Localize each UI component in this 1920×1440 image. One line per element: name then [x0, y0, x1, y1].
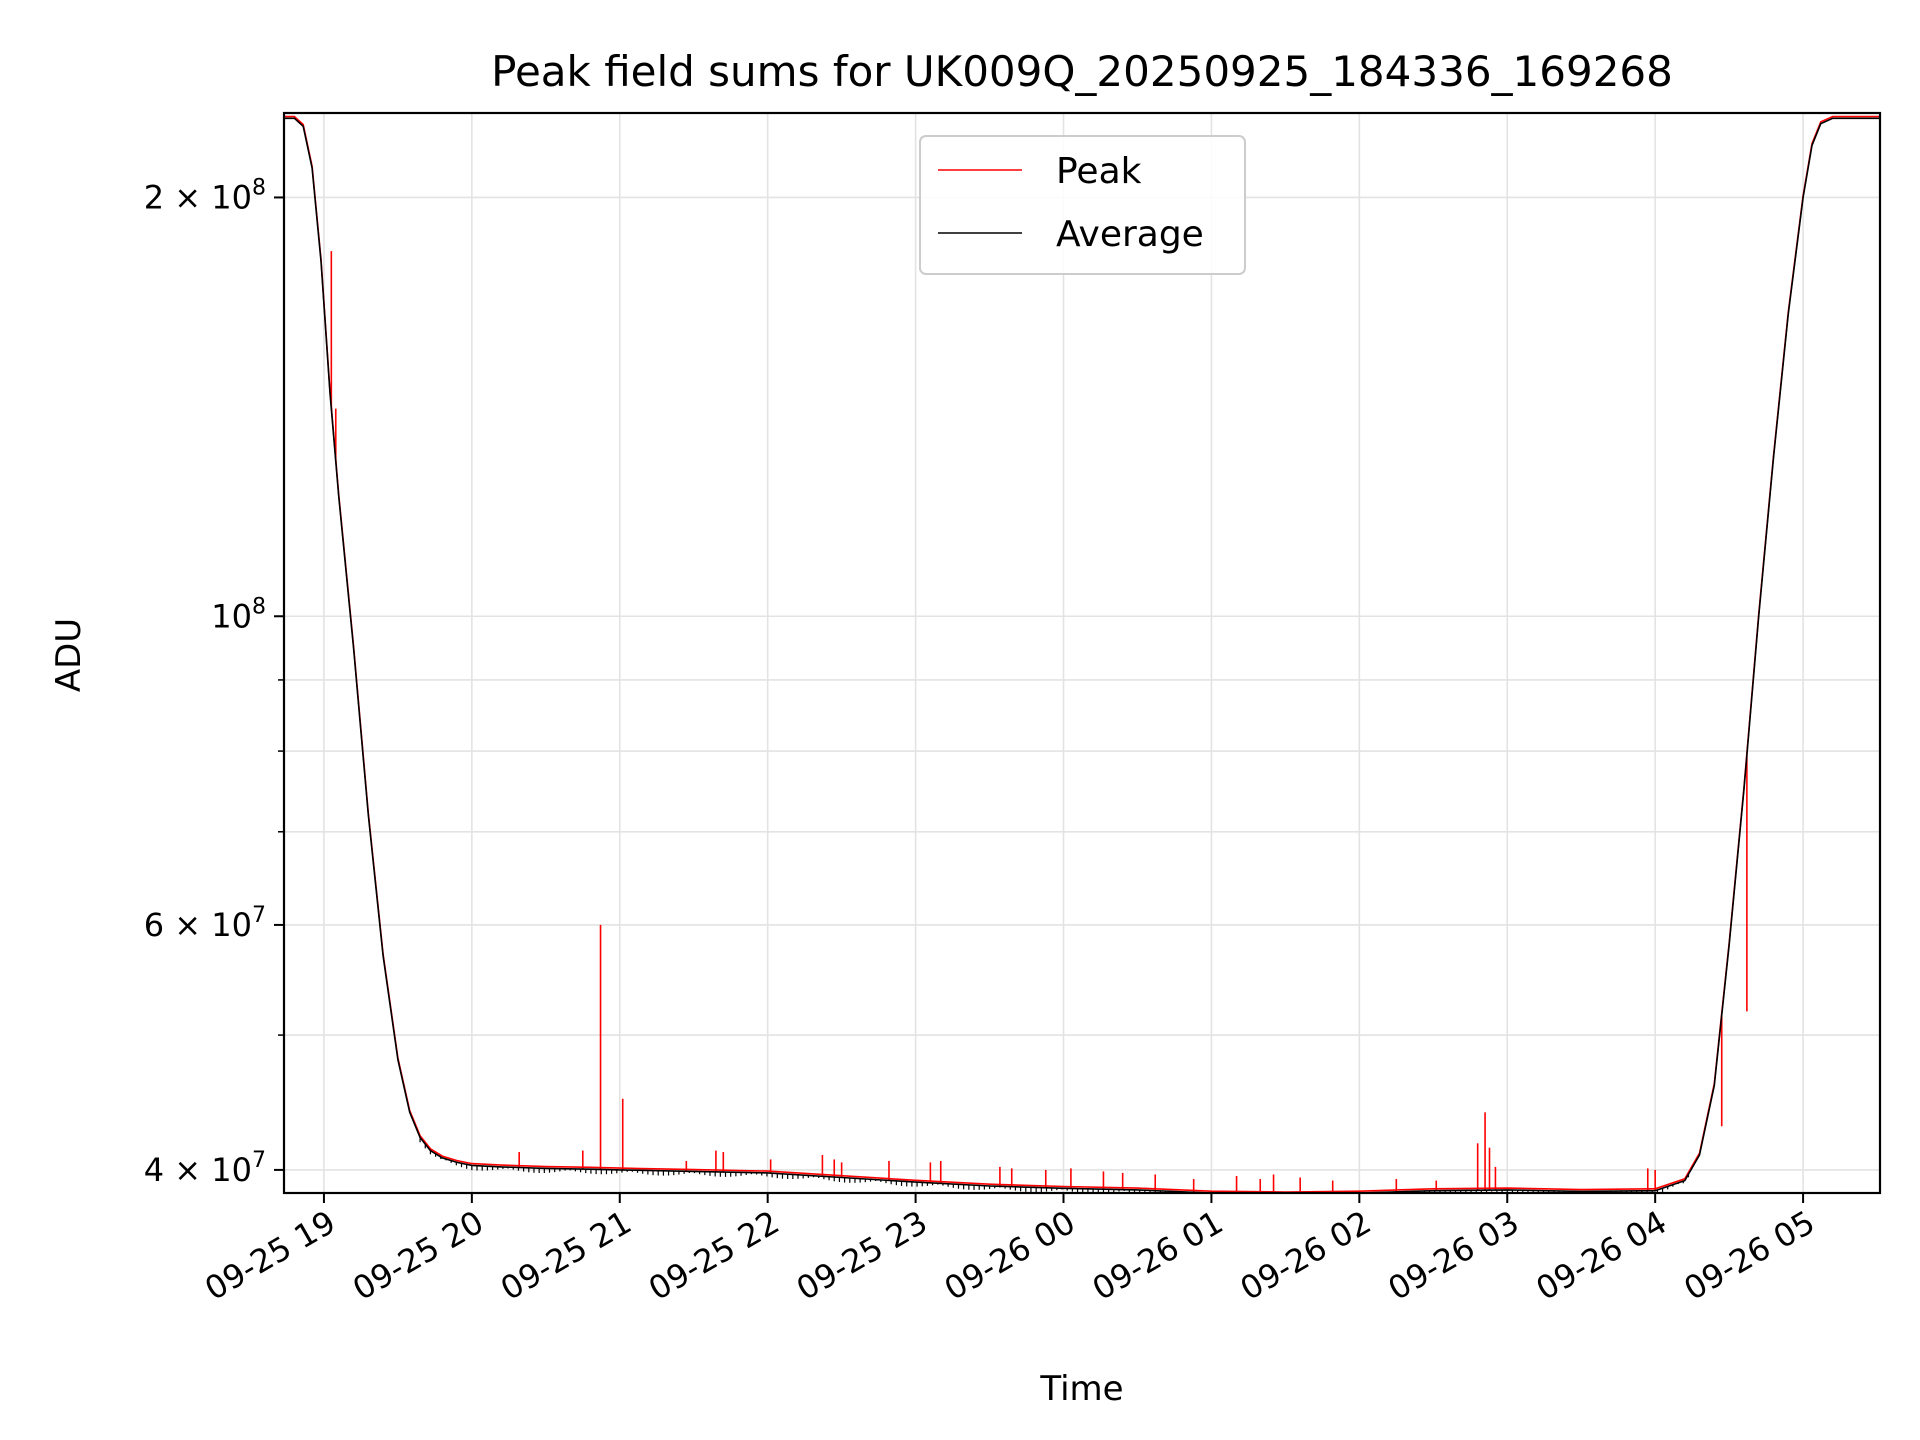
y-tick-label: 6 × 107	[144, 903, 266, 944]
legend: Peak Average	[919, 135, 1246, 275]
y-tick-label-exponent: 7	[252, 903, 266, 928]
legend-label-average: Average	[1056, 214, 1204, 255]
legend-label-peak: Peak	[1056, 151, 1142, 192]
y-tick-label-base: 2 × 10	[144, 178, 252, 216]
plot-area	[284, 115, 1880, 1193]
y-tick-label-base: 6 × 10	[144, 906, 252, 944]
y-tick-label-exponent: 7	[252, 1148, 266, 1173]
y-tick-label: 108	[211, 594, 266, 635]
y-tick-label-exponent: 8	[252, 594, 266, 619]
axes-frame	[282, 111, 1882, 1195]
x-axis-label: Time	[1039, 1369, 1123, 1409]
chart-title: Peak field sums for UK009Q_20250925_1843…	[491, 47, 1673, 96]
y-axis-label: ADU	[49, 618, 89, 692]
y-tick-label: 4 × 107	[144, 1148, 266, 1189]
y-tick-label-base: 10	[211, 597, 252, 635]
y-tick-label-exponent: 8	[252, 175, 266, 200]
y-tick-label-base: 4 × 10	[144, 1151, 252, 1189]
y-tick-label: 2 × 108	[144, 175, 266, 216]
average-series-line	[284, 117, 1880, 1193]
